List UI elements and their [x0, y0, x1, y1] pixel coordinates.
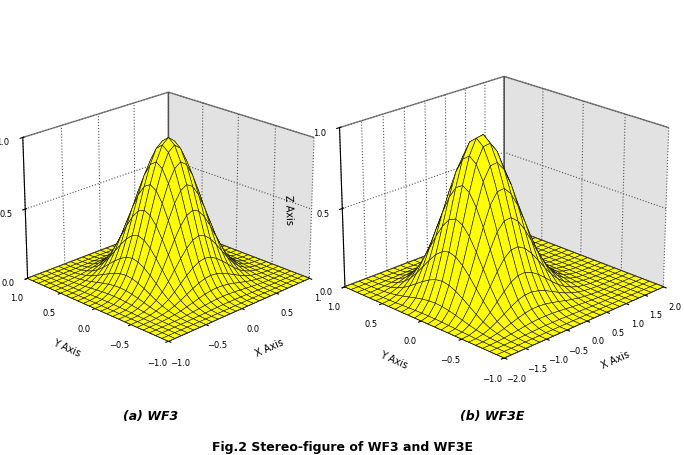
Text: (b) WF3E: (b) WF3E: [460, 409, 525, 422]
Y-axis label: Y Axis: Y Axis: [378, 349, 408, 370]
X-axis label: X Axis: X Axis: [254, 336, 285, 358]
Text: Fig.2 Stereo-figure of WF3 and WF3E: Fig.2 Stereo-figure of WF3 and WF3E: [211, 440, 473, 454]
X-axis label: X Axis: X Axis: [599, 349, 631, 370]
Y-axis label: Y Axis: Y Axis: [51, 337, 82, 358]
Text: (a) WF3: (a) WF3: [123, 409, 178, 422]
